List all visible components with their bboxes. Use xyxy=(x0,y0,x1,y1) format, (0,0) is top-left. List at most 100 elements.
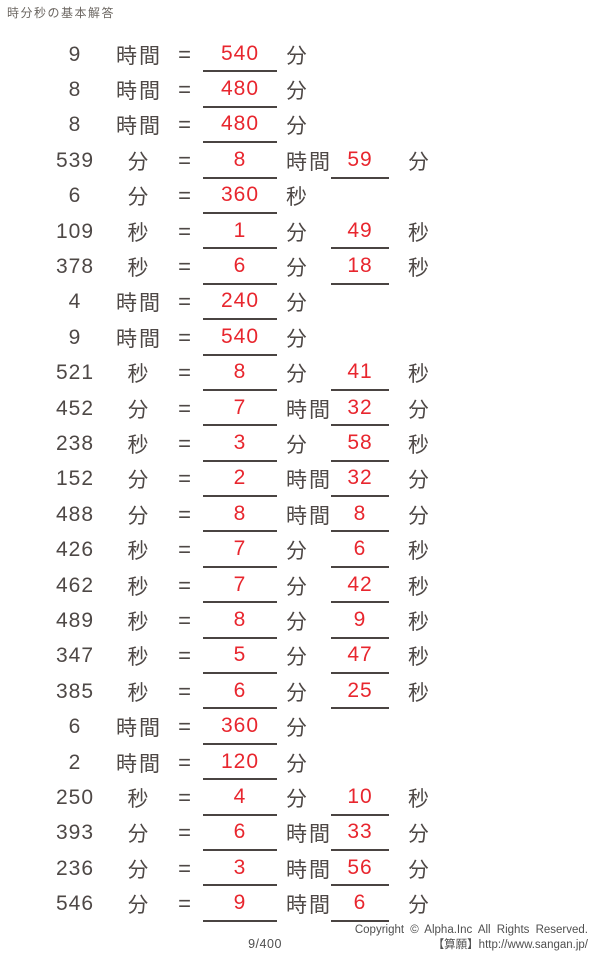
answer2-unit: 分 xyxy=(408,894,430,918)
problem-row: 238 秒 = 3 分 58 秒 xyxy=(0,426,600,462)
problem-value: 109 xyxy=(55,219,95,243)
answer2-unit xyxy=(408,37,454,72)
answer1-blank: 7 xyxy=(203,532,277,568)
problem-value: 9 xyxy=(68,42,82,66)
problem-value: 6 xyxy=(68,715,82,739)
answer1-unit: 分 xyxy=(286,363,309,387)
problem-value: 385 xyxy=(55,679,95,703)
equals-sign: = xyxy=(178,360,192,386)
problem-value: 488 xyxy=(55,502,95,526)
problem-row: 462 秒 = 7 分 42 秒 xyxy=(0,568,600,604)
problem-value: 250 xyxy=(55,785,95,809)
answer1-unit: 時間 xyxy=(286,398,332,422)
answer1-blank: 540 xyxy=(203,320,277,356)
problem-row: 236 分 = 3 時間 56 分 xyxy=(0,851,600,887)
answer2-unit: 秒 xyxy=(408,433,430,457)
problem-value: 238 xyxy=(55,431,95,455)
equals-sign: = xyxy=(178,678,192,704)
equals-sign: = xyxy=(178,395,192,421)
answer1-blank: 5 xyxy=(203,639,277,675)
equals-sign: = xyxy=(178,183,192,209)
answer1-unit: 分 xyxy=(286,646,309,670)
answer1-unit: 分 xyxy=(286,610,309,634)
answer2-unit xyxy=(408,709,454,744)
page-number: 9/400 xyxy=(248,937,282,951)
answer2-blank: 41 xyxy=(331,356,389,391)
problem-row: 152 分 = 2 時間 32 分 xyxy=(0,462,600,498)
answer2-blank: 32 xyxy=(331,391,389,427)
answer2-blank: 59 xyxy=(331,143,389,179)
problem-value-unit: 秒 xyxy=(127,433,151,457)
answer2-unit: 分 xyxy=(408,858,430,882)
answer1-unit: 時間 xyxy=(286,894,332,918)
problem-row: 426 秒 = 7 分 6 秒 xyxy=(0,532,600,568)
equals-sign: = xyxy=(178,501,192,527)
equals-sign: = xyxy=(178,147,192,173)
equals-sign: = xyxy=(178,820,192,846)
problem-row: 347 秒 = 5 分 47 秒 xyxy=(0,639,600,675)
problem-value: 452 xyxy=(55,396,95,420)
problem-list: 9 時間 = 540 分 8 時間 = 480 分 8 時間 = 480 分 5… xyxy=(0,37,600,922)
answer2-blank: 47 xyxy=(331,639,389,675)
problem-value-unit: 秒 xyxy=(127,787,151,811)
problem-row: 8 時間 = 480 分 xyxy=(0,72,600,108)
answer2-unit: 秒 xyxy=(408,221,430,245)
answer1-unit: 時間 xyxy=(286,858,332,882)
answer1-unit: 分 xyxy=(286,433,309,457)
problem-row: 9 時間 = 540 分 xyxy=(0,320,600,356)
equals-sign: = xyxy=(178,430,192,456)
answer2-blank: 25 xyxy=(331,674,389,710)
answer1-unit: 分 xyxy=(286,540,309,564)
problem-row: 489 秒 = 8 分 9 秒 xyxy=(0,603,600,639)
footer-copyright: Copyright © Alpha.Inc All Rights Reserve… xyxy=(355,923,588,952)
problem-value-unit: 分 xyxy=(127,504,151,528)
answer1-unit: 分 xyxy=(286,292,309,316)
equals-sign: = xyxy=(178,77,192,103)
problem-value-unit: 秒 xyxy=(127,363,151,387)
problem-value-unit: 分 xyxy=(127,894,151,918)
equals-sign: = xyxy=(178,643,192,669)
answer1-unit: 時間 xyxy=(286,469,332,493)
problem-value-unit: 秒 xyxy=(127,610,151,634)
problem-row: 6 時間 = 360 分 xyxy=(0,709,600,745)
problem-value: 462 xyxy=(55,573,95,597)
answer2-blank: 58 xyxy=(331,426,389,462)
problem-value: 426 xyxy=(55,538,95,562)
problem-row: 521 秒 = 8 分 41 秒 xyxy=(0,356,600,391)
problem-value: 8 xyxy=(68,78,82,102)
problem-row: 4 時間 = 240 分 xyxy=(0,285,600,321)
answer2-unit: 分 xyxy=(408,469,430,493)
answer2-blank: 8 xyxy=(331,497,389,533)
answer2-blank: 33 xyxy=(331,816,389,851)
answer1-unit: 分 xyxy=(286,221,309,245)
answer1-blank: 2 xyxy=(203,462,277,498)
problem-value: 8 xyxy=(68,113,82,137)
problem-row: 8 時間 = 480 分 xyxy=(0,108,600,144)
problem-value-unit: 時間 xyxy=(116,115,162,139)
answer1-blank: 7 xyxy=(203,391,277,427)
problem-value-unit: 秒 xyxy=(127,257,151,281)
equals-sign: = xyxy=(178,607,192,633)
problem-value: 393 xyxy=(55,821,95,845)
problem-value: 236 xyxy=(55,856,95,880)
answer1-blank: 8 xyxy=(203,497,277,533)
problem-row: 546 分 = 9 時間 6 分 xyxy=(0,886,600,922)
problem-row: 2 時間 = 120 分 xyxy=(0,745,600,781)
answer2-unit: 秒 xyxy=(408,646,430,670)
problem-value-unit: 時間 xyxy=(116,44,162,68)
answer2-unit xyxy=(408,745,454,780)
answer1-unit: 時間 xyxy=(286,150,332,174)
answer1-blank: 120 xyxy=(203,745,277,781)
answer1-unit: 秒 xyxy=(286,186,309,210)
problem-row: 6 分 = 360 秒 xyxy=(0,179,600,214)
answer2-blank: 9 xyxy=(331,603,389,639)
answer1-unit: 分 xyxy=(286,752,309,776)
answer1-unit: 分 xyxy=(286,681,309,705)
problem-row: 9 時間 = 540 分 xyxy=(0,37,600,73)
problem-value-unit: 秒 xyxy=(127,681,151,705)
equals-sign: = xyxy=(178,289,192,315)
equals-sign: = xyxy=(178,714,192,740)
answer2-unit: 分 xyxy=(408,504,430,528)
equals-sign: = xyxy=(178,855,192,881)
